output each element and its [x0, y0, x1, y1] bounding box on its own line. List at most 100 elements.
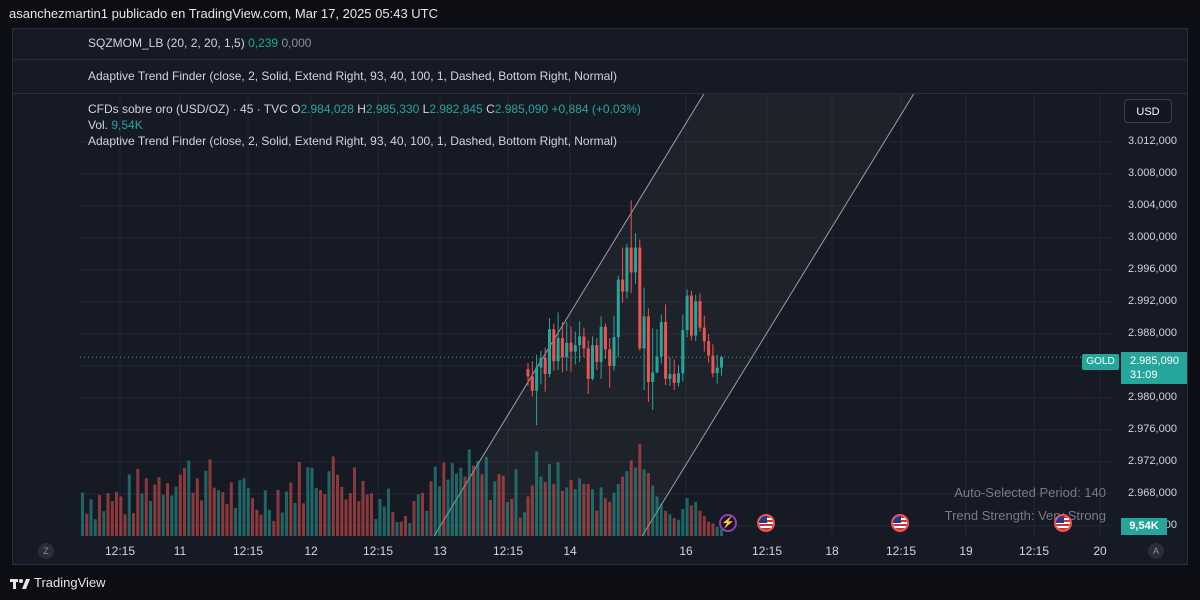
candle-body [651, 372, 655, 382]
volume-bar [102, 511, 106, 536]
volume-bar [115, 491, 118, 536]
change-value: +0,884 (+0,03%) [551, 102, 641, 116]
candle-body [642, 316, 646, 349]
volume-bar [720, 528, 723, 536]
volume-bar [621, 476, 625, 536]
us-flag-event-icon[interactable] [1054, 514, 1072, 532]
volume-bar [191, 492, 195, 536]
footer-brand[interactable]: TradingView [10, 573, 106, 593]
volume-bar [272, 521, 276, 536]
volume-bar [93, 519, 97, 536]
volume-bar [365, 494, 369, 536]
price-tick-label: 3.008,000 [1128, 167, 1177, 179]
volume-bar [450, 463, 454, 536]
timezone-button[interactable]: Z [38, 543, 54, 559]
symbol-name[interactable]: CFDs sobre oro (USD/OZ) · 45 · TVC [88, 102, 288, 116]
volume-bar [552, 483, 556, 536]
candle-body [530, 376, 534, 391]
sqzmom-legend: SQZMOM_LB (20, 2, 20, 1,5) 0,239 0,000 [88, 36, 311, 50]
volume-bar [319, 490, 322, 536]
volume-bar [306, 467, 310, 536]
volume-bar [161, 494, 165, 536]
volume-bar [578, 478, 582, 536]
volume-bar [289, 482, 293, 536]
current-price-label: 2.985,090 31:09 [1121, 352, 1187, 384]
volume-bar [543, 482, 547, 536]
volume-bar [132, 513, 135, 536]
volume-bar [625, 471, 629, 536]
atf-legend[interactable]: Adaptive Trend Finder (close, 2, Solid, … [88, 134, 617, 148]
volume-bar [523, 512, 526, 536]
volume-bar [425, 510, 429, 536]
volume-bar [297, 462, 301, 536]
time-tick-label: 12:15 [232, 544, 264, 558]
volume-bar [646, 473, 650, 536]
time-tick-label: 12:15 [751, 544, 783, 558]
time-tick-label: 16 [679, 544, 693, 558]
time-tick-label: 12:15 [1018, 544, 1050, 558]
candle-body [552, 329, 556, 362]
atf-pane[interactable]: Adaptive Trend Finder (close, 2, Solid, … [12, 60, 1188, 94]
price-tick-label: 3.012,000 [1128, 135, 1177, 147]
volume-bar [327, 471, 331, 536]
candle-body [586, 348, 590, 379]
candle-body [535, 367, 539, 391]
time-tick-label: 12:15 [885, 544, 917, 558]
lightning-event-icon[interactable]: ⚡ [719, 514, 737, 532]
volume-bar [421, 492, 424, 536]
volume-bar [144, 478, 148, 536]
candle-body [634, 247, 637, 273]
volume-bar [638, 444, 642, 536]
time-tick-label: 14 [563, 544, 577, 558]
volume-bar [514, 469, 518, 536]
volume-bar [395, 522, 399, 536]
volume-bar [310, 467, 314, 536]
sqzmom-pane[interactable]: SQZMOM_LB (20, 2, 20, 1,5) 0,239 0,000 [12, 28, 1188, 60]
volume-bar [331, 456, 335, 536]
volume-bar [174, 486, 178, 536]
price-tick-label: 3.000,000 [1128, 231, 1177, 243]
price-tick-label: 2.980,000 [1128, 391, 1177, 403]
volume-bar [685, 498, 689, 536]
close-value: 2.985,090 [494, 102, 549, 116]
tradingview-logo-icon [10, 578, 30, 589]
us-flag-event-icon[interactable] [891, 514, 909, 532]
volume-bar [429, 481, 433, 536]
volume-bar [591, 489, 594, 536]
chart-frame [12, 28, 1188, 565]
volume-bar [280, 512, 284, 536]
publisher-line: asanchezmartin1 publicado en TradingView… [9, 6, 439, 21]
high-label: H [357, 102, 366, 116]
candle-body [569, 342, 573, 352]
volume-bar [370, 493, 373, 536]
price-axis[interactable]: 3.012,000 3.008,000 3.004,000 3.000,000 2.99… [1113, 94, 1187, 536]
time-tick-label: 12:15 [104, 544, 136, 558]
candle-body [702, 327, 706, 342]
volume-bar [221, 492, 225, 536]
currency-button[interactable]: USD [1124, 99, 1172, 123]
us-flag-event-icon[interactable] [757, 514, 775, 532]
candle-body [591, 345, 594, 379]
volume-bar [702, 516, 706, 536]
volume-bar [655, 496, 659, 536]
volume-bar [433, 466, 437, 536]
volume-bar [582, 483, 586, 536]
candle-body [578, 336, 582, 346]
volume-bar [694, 501, 698, 536]
volume-bar [535, 451, 539, 536]
volume-bar [489, 500, 492, 536]
sqzmom-value: 0,239 [248, 36, 279, 50]
volume-bar [416, 494, 420, 536]
volume-bar [689, 505, 693, 536]
auto-scale-button[interactable]: A [1148, 543, 1164, 559]
volume-bar [200, 500, 203, 536]
volume-bar [382, 506, 386, 536]
volume-bar [467, 449, 471, 536]
volume-bar [378, 499, 382, 536]
time-axis[interactable]: Z A 12:15 11 12:15 12 12:15 13 12:15 14 16 12:15 1… [12, 538, 1188, 565]
volume-bar [599, 487, 603, 536]
candle-body [595, 345, 599, 362]
volume-bar [642, 469, 646, 536]
volume-bar [711, 523, 715, 536]
